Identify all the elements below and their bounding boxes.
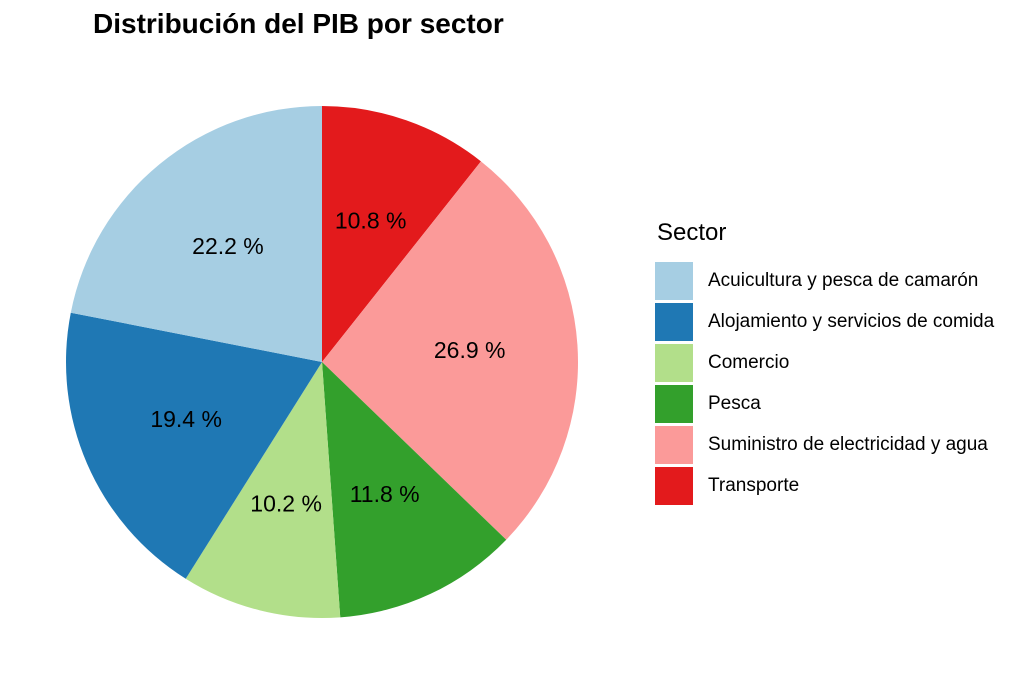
pie-slice-alojamiento-y-servicios-de-comida bbox=[65, 312, 322, 579]
legend: Sector Acuicultura y pesca de camarón Alo… bbox=[655, 218, 994, 506]
slice-label-comercio: 10.2 % bbox=[250, 491, 322, 517]
slice-label-transporte: 10.8 % bbox=[335, 207, 407, 233]
legend-key-pesca bbox=[655, 384, 693, 423]
legend-key-acuicultura-y-pesca-de-camaron bbox=[655, 261, 693, 300]
pie-slice-transporte bbox=[322, 106, 481, 362]
legend-key-alojamiento-y-servicios-de-comida bbox=[655, 302, 693, 341]
pie-slice-acuicultura-y-pesca-de-camaron bbox=[70, 106, 323, 362]
slice-label-alojamiento-y-servicios-de-comida: 19.4 % bbox=[150, 406, 222, 432]
chart-title: Distribución del PIB por sector bbox=[93, 8, 504, 39]
legend-items: Acuicultura y pesca de camarón Alojamient… bbox=[655, 260, 994, 506]
legend-key-comercio bbox=[655, 343, 693, 382]
legend-key-transporte bbox=[655, 466, 693, 505]
legend-label: Acuicultura y pesca de camarón bbox=[708, 269, 979, 291]
legend-item-transporte: Transporte bbox=[655, 465, 994, 506]
pie-slice-pesca bbox=[322, 362, 507, 618]
pie-slice-suministro-de-electricidad-y-agua bbox=[322, 161, 578, 540]
legend-item-comercio: Comercio bbox=[655, 342, 994, 383]
pie-slice-comercio bbox=[185, 362, 341, 618]
legend-label: Comercio bbox=[708, 351, 790, 373]
legend-item-acuicultura-y-pesca-de-camaron: Acuicultura y pesca de camarón bbox=[655, 260, 994, 301]
legend-title: Sector bbox=[657, 219, 727, 246]
legend-label: Pesca bbox=[708, 392, 761, 414]
legend-label: Suministro de electricidad y agua bbox=[708, 433, 988, 455]
legend-item-alojamiento-y-servicios-de-comida: Alojamiento y servicios de comida bbox=[655, 301, 994, 342]
legend-item-suministro-de-electricidad-y-agua: Suministro de electricidad y agua bbox=[655, 424, 994, 465]
legend-label: Alojamiento y servicios de comida bbox=[708, 310, 995, 332]
slice-label-pesca: 11.8 % bbox=[350, 481, 420, 507]
slice-label-acuicultura-y-pesca-de-camaron: 22.2 % bbox=[192, 233, 264, 259]
legend-key-suministro-de-electricidad-y-agua bbox=[655, 425, 693, 464]
slice-label-suministro-de-electricidad-y-agua: 26.9 % bbox=[434, 337, 506, 363]
legend-label: Transporte bbox=[708, 474, 800, 496]
legend-item-pesca: Pesca bbox=[655, 383, 994, 424]
